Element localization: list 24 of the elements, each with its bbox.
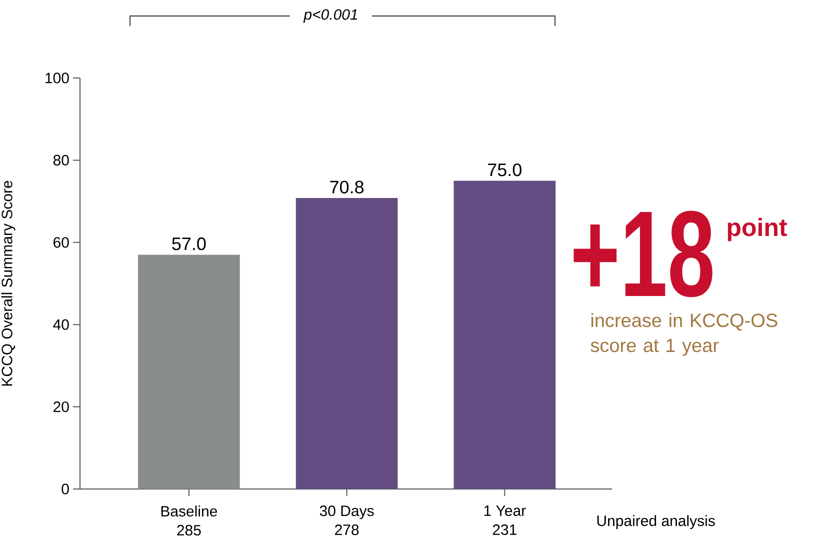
text: 285	[177, 524, 201, 536]
y-tick-label: 40	[53, 319, 69, 330]
text: point	[728, 218, 787, 242]
text: p<0.001	[303, 9, 358, 23]
y-axis-title: KCCQ Overall Summary Score	[1, 180, 16, 386]
data-label: 70.8	[330, 180, 364, 194]
y-tick-label: 0	[62, 484, 69, 494]
bar	[454, 180, 556, 489]
bar	[138, 254, 240, 489]
data-label: 75.0	[488, 163, 522, 176]
y-tick-label: 100	[46, 72, 69, 84]
y-tick-label: 80	[53, 154, 69, 166]
y-tick-label: 60	[54, 237, 69, 248]
bar	[296, 198, 398, 489]
y-tick-label: 20	[54, 401, 69, 412]
x-tick-label: 30 Days	[320, 506, 374, 520]
annotation: increase in KCCQ-OS score at 1 year	[590, 313, 778, 356]
annotation: +18	[574, 210, 712, 298]
text: Unpaired analysis	[597, 515, 715, 530]
text: 278	[335, 524, 359, 536]
x-tick-label: 1 Year	[484, 506, 526, 516]
data-label: 57.0	[172, 237, 206, 250]
text: 231	[492, 524, 516, 535]
x-tick-label: Baseline	[161, 506, 218, 517]
